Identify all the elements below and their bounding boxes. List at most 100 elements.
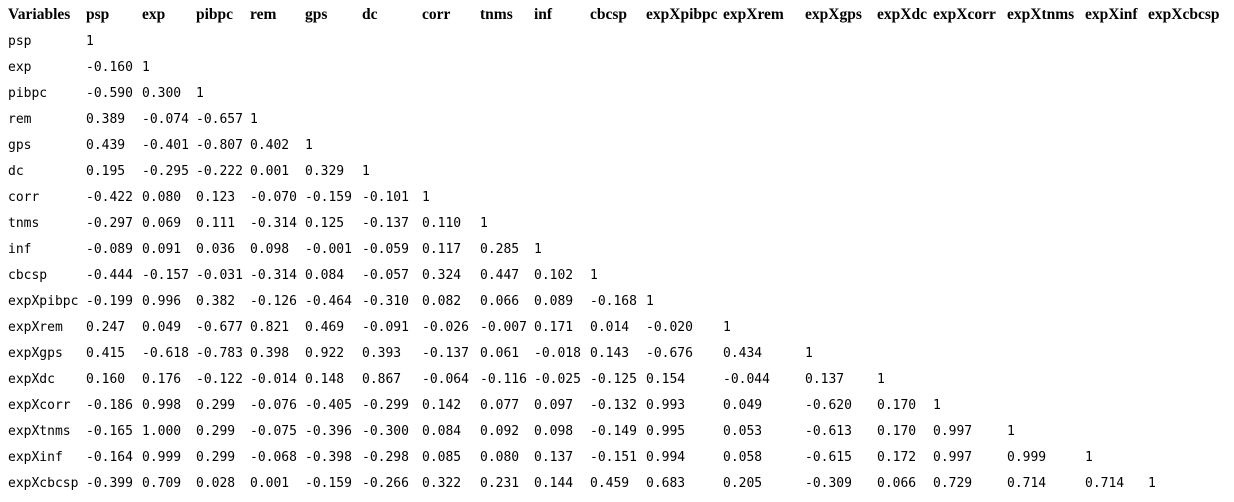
corr-cell-expXtnms-inf: 0.098 (534, 423, 574, 439)
corr-cell-expXcbcsp-expXpibpc: 0.683 (646, 475, 686, 491)
corr-cell-dc-psp: 0.195 (86, 163, 126, 179)
empty-cell (422, 54, 480, 80)
corr-cell-tnms-corr: 0.110 (422, 215, 462, 231)
corr-cell-inf-psp: -0.089 (86, 241, 133, 257)
corr-cell-tnms-psp: -0.297 (86, 215, 133, 231)
empty-cell (305, 54, 362, 80)
corr-cell-expXpibpc-exp: 0.996 (142, 293, 182, 309)
row-label-dc: dc (8, 163, 24, 179)
corr-cell-expXtnms-psp: -0.165 (86, 423, 133, 439)
empty-cell (723, 210, 805, 236)
empty-cell (422, 28, 480, 54)
column-header-tnms: tnms (480, 6, 513, 23)
column-header-expXinf: expXinf (1085, 6, 1138, 23)
empty-cell (480, 28, 534, 54)
corr-cell-expXinf-expXgps: -0.615 (805, 449, 852, 465)
column-header-expXpibpc: expXpibpc (646, 6, 718, 23)
corr-cell-expXtnms-expXtnms: 1 (1007, 423, 1015, 439)
corr-cell-expXgps-pibpc: -0.783 (196, 345, 243, 361)
empty-cell (1007, 236, 1085, 262)
corr-cell-expXcbcsp-expXcbcsp: 1 (1148, 475, 1156, 491)
corr-cell-inf-corr: 0.117 (422, 241, 462, 257)
empty-cell (1085, 314, 1148, 340)
empty-cell (1007, 132, 1085, 158)
corr-cell-tnms-gps: 0.125 (305, 215, 345, 231)
empty-cell (933, 54, 1007, 80)
corr-cell-expXdc-expXdc: 1 (877, 371, 885, 387)
corr-cell-expXtnms-rem: -0.075 (250, 423, 297, 439)
empty-cell (1085, 236, 1148, 262)
corr-cell-expXdc-expXrem: -0.044 (723, 371, 770, 387)
corr-cell-pibpc-exp: 0.300 (142, 85, 182, 101)
empty-cell (142, 28, 196, 54)
corr-cell-cbcsp-dc: -0.057 (362, 267, 409, 283)
empty-cell (1007, 262, 1085, 288)
empty-cell (723, 28, 805, 54)
empty-cell (646, 210, 723, 236)
corr-cell-expXrem-tnms: -0.007 (480, 319, 527, 335)
table-row-tnms: tnms -0.297 0.069 0.111 -0.314 0.125 -0.137 0.1… (0, 210, 1234, 236)
column-header-expXgps: expXgps (805, 6, 862, 23)
empty-cell (1085, 184, 1148, 210)
corr-cell-dc-rem: 0.001 (250, 163, 290, 179)
corr-cell-expXcorr-expXgps: -0.620 (805, 397, 852, 413)
empty-cell (1007, 210, 1085, 236)
corr-cell-expXinf-gps: -0.398 (305, 449, 352, 465)
corr-cell-expXcbcsp-dc: -0.266 (362, 475, 409, 491)
corr-cell-expXdc-exp: 0.176 (142, 371, 182, 387)
corr-cell-expXtnms-dc: -0.300 (362, 423, 409, 439)
empty-cell (805, 288, 877, 314)
corr-cell-expXdc-cbcsp: -0.125 (590, 371, 637, 387)
empty-cell (1007, 54, 1085, 80)
table-row-corr: corr -0.422 0.080 0.123 -0.070 -0.159 -0.101 1 (0, 184, 1234, 210)
empty-cell (305, 28, 362, 54)
corr-cell-tnms-pibpc: 0.111 (196, 215, 236, 231)
corr-cell-cbcsp-inf: 0.102 (534, 267, 574, 283)
empty-cell (1007, 314, 1085, 340)
corr-cell-expXinf-tnms: 0.080 (480, 449, 520, 465)
corr-cell-expXcbcsp-rem: 0.001 (250, 475, 290, 491)
corr-cell-expXpibpc-corr: 0.082 (422, 293, 462, 309)
empty-cell (646, 28, 723, 54)
empty-cell (805, 184, 877, 210)
corr-cell-corr-dc: -0.101 (362, 189, 409, 205)
empty-cell (933, 28, 1007, 54)
table-row-pibpc: pibpc -0.590 0.300 1 (0, 80, 1234, 106)
empty-cell (1085, 288, 1148, 314)
empty-cell (877, 80, 933, 106)
empty-cell (1148, 28, 1234, 54)
corr-cell-gps-psp: 0.439 (86, 137, 126, 153)
corr-cell-corr-corr: 1 (422, 189, 430, 205)
row-label-inf: inf (8, 241, 32, 257)
row-label-expXinf: expXinf (8, 449, 63, 465)
corr-cell-expXinf-expXinf: 1 (1085, 449, 1093, 465)
corr-cell-cbcsp-tnms: 0.447 (480, 267, 520, 283)
column-header-expXdc: expXdc (877, 6, 927, 23)
empty-cell (805, 210, 877, 236)
empty-cell (877, 158, 933, 184)
corr-cell-expXcbcsp-expXrem: 0.205 (723, 475, 763, 491)
empty-cell (534, 210, 590, 236)
empty-cell (1148, 262, 1234, 288)
column-header-expXtnms: expXtnms (1007, 6, 1075, 23)
empty-cell (1007, 158, 1085, 184)
corr-cell-rem-rem: 1 (250, 111, 258, 127)
empty-cell (362, 80, 422, 106)
corr-cell-expXcbcsp-expXdc: 0.066 (877, 475, 917, 491)
empty-cell (534, 132, 590, 158)
empty-cell (877, 54, 933, 80)
corr-cell-expXcorr-exp: 0.998 (142, 397, 182, 413)
corr-cell-expXdc-tnms: -0.116 (480, 371, 527, 387)
corr-cell-expXtnms-corr: 0.084 (422, 423, 462, 439)
empty-cell (646, 54, 723, 80)
corr-cell-expXinf-expXrem: 0.058 (723, 449, 763, 465)
row-label-rem: rem (8, 111, 32, 127)
empty-cell (877, 184, 933, 210)
empty-cell (933, 314, 1007, 340)
column-header-gps: gps (305, 6, 328, 23)
empty-cell (723, 80, 805, 106)
corr-cell-expXgps-expXpibpc: -0.676 (646, 345, 693, 361)
empty-cell (534, 80, 590, 106)
row-label-tnms: tnms (8, 215, 40, 231)
empty-cell (534, 106, 590, 132)
